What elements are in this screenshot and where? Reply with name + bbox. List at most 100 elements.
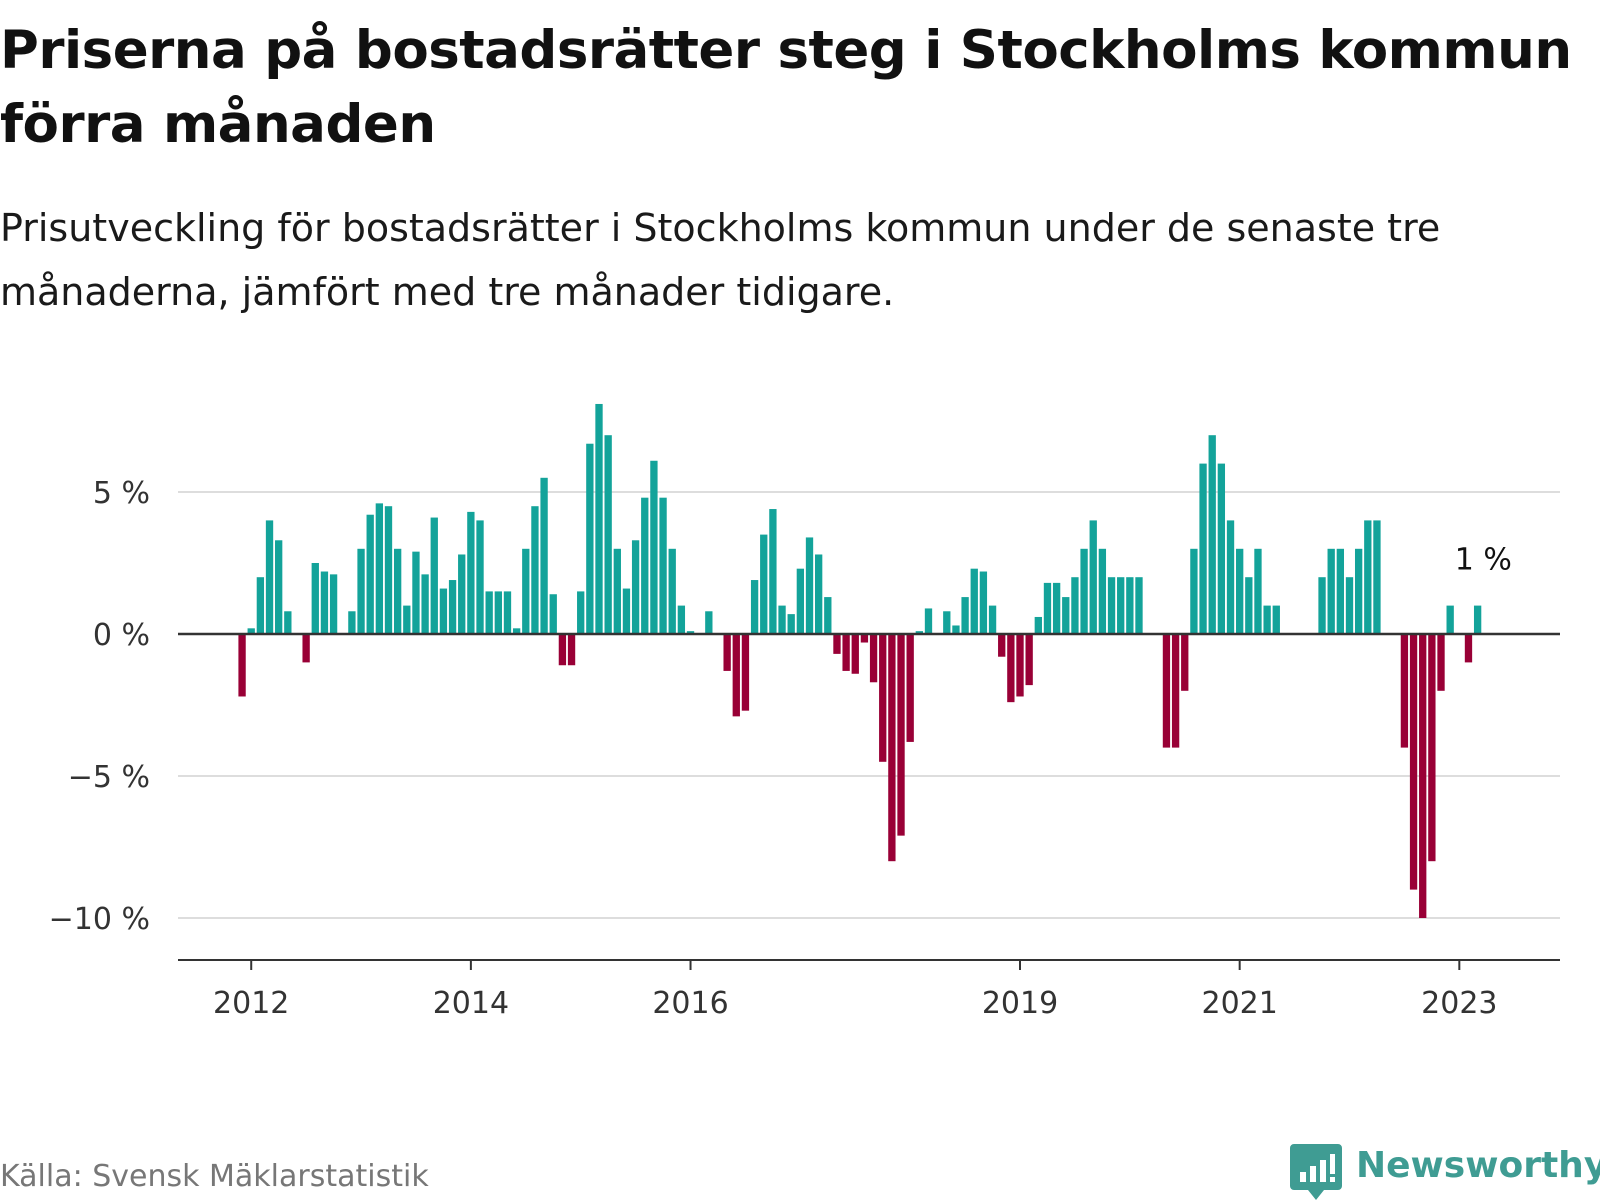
bar — [1373, 520, 1381, 634]
bar — [540, 477, 548, 634]
bar — [284, 611, 292, 634]
bar — [1098, 548, 1107, 634]
bar — [769, 509, 777, 634]
brand-name: Newsworthy — [1356, 1145, 1600, 1186]
bar — [1034, 616, 1042, 634]
bar — [586, 443, 594, 634]
bar — [1409, 634, 1418, 890]
bar — [924, 608, 933, 634]
bar — [1208, 435, 1216, 634]
bar — [851, 634, 859, 674]
bar — [732, 634, 740, 717]
bar — [741, 634, 750, 711]
bar — [1236, 548, 1244, 634]
bar — [1254, 548, 1262, 634]
bar — [1226, 520, 1235, 634]
bar — [1400, 634, 1409, 748]
bar — [1181, 634, 1189, 691]
bar — [1473, 605, 1482, 634]
x-tick-label: 2021 — [1201, 986, 1277, 1021]
bar — [750, 580, 759, 634]
bar — [1364, 520, 1372, 634]
y-tick-label: −10 % — [49, 902, 150, 937]
bar — [348, 611, 356, 634]
bar — [705, 611, 713, 634]
bar — [1007, 634, 1015, 703]
bar — [686, 631, 695, 634]
bar — [531, 506, 539, 634]
bar — [1419, 634, 1427, 918]
bar — [641, 497, 649, 634]
bar — [1336, 548, 1344, 634]
bar — [357, 548, 365, 634]
bar — [393, 548, 402, 634]
bar — [320, 571, 329, 634]
bar — [1199, 463, 1207, 634]
bar — [979, 571, 988, 634]
bar — [613, 548, 621, 634]
source-note: Källa: Svensk Mäklarstatistik — [0, 1159, 429, 1194]
bar — [1245, 577, 1253, 634]
bar-chart: 5 % 0 % −5 % −10 % 2012 2014 2016 2019 2021 2023 1… — [49, 403, 1560, 1021]
bar — [1052, 582, 1061, 634]
bar — [430, 517, 438, 634]
bar — [723, 634, 731, 671]
bar — [302, 634, 310, 663]
brand-logo[interactable]: Newsworthy — [1290, 1140, 1600, 1200]
y-tick-label: −5 % — [68, 760, 150, 795]
y-tick-label: 5 % — [93, 476, 150, 511]
bar — [238, 634, 246, 697]
bar — [952, 625, 960, 634]
x-tick-label: 2012 — [213, 986, 289, 1021]
bar — [604, 435, 612, 634]
bar — [1263, 605, 1271, 634]
latest-value-label: 1 % — [1455, 543, 1512, 578]
bar — [275, 540, 283, 634]
bar — [458, 554, 466, 634]
bar — [1062, 597, 1070, 634]
bar — [1345, 577, 1354, 634]
bar — [1043, 582, 1052, 634]
chart-subtitle: Prisutveckling för bostadsrätter i Stock… — [0, 206, 1441, 314]
bar — [503, 591, 512, 634]
bar — [943, 611, 951, 634]
x-tick-label: 2019 — [982, 986, 1058, 1021]
bar — [1272, 605, 1280, 634]
bar — [988, 605, 997, 634]
bar — [549, 594, 557, 634]
bar-chart-speech-bubble-icon — [1290, 1144, 1342, 1200]
bar — [650, 460, 658, 634]
bar — [833, 634, 841, 654]
bar — [567, 634, 576, 666]
bar — [467, 511, 475, 634]
bar — [522, 548, 530, 634]
bar — [329, 574, 338, 634]
bar — [439, 588, 448, 634]
bar — [677, 605, 686, 634]
bar — [485, 591, 493, 634]
bar — [668, 548, 676, 634]
bar — [760, 534, 768, 634]
bar — [897, 634, 905, 836]
bar — [1217, 463, 1226, 634]
bar — [1080, 548, 1088, 634]
bar — [1016, 634, 1024, 697]
bar — [412, 551, 420, 634]
bar — [265, 520, 274, 634]
x-tick-label: 2014 — [433, 986, 509, 1021]
bar — [403, 605, 411, 634]
bar — [448, 580, 457, 634]
bar — [1117, 577, 1125, 634]
bar — [247, 628, 255, 634]
bar — [970, 568, 978, 634]
bar — [1107, 577, 1116, 634]
bar — [860, 634, 869, 643]
bar — [494, 591, 502, 634]
bar — [512, 628, 521, 634]
bar — [842, 634, 850, 671]
bar — [631, 540, 640, 634]
bar — [1126, 577, 1134, 634]
bar — [1171, 634, 1180, 748]
chart-title: Priserna på bostadsrätter steg i Stockho… — [0, 20, 1572, 155]
bar — [384, 506, 393, 634]
